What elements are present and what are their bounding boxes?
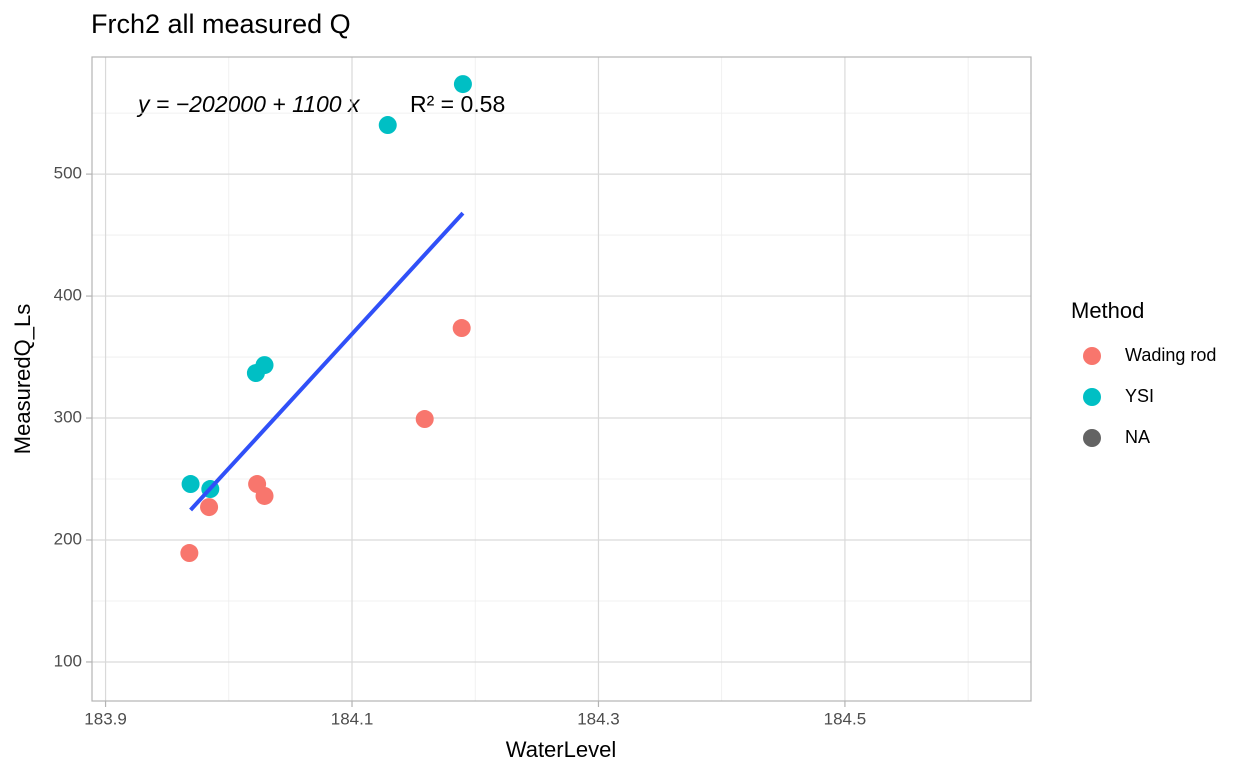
chart-title: Frch2 all measured Q	[91, 9, 351, 39]
y-tick-label: 300	[54, 408, 82, 427]
legend-marker	[1083, 388, 1101, 406]
legend-marker	[1083, 347, 1101, 365]
y-tick-label: 200	[54, 529, 82, 548]
legend-title: Method	[1071, 298, 1144, 323]
point	[255, 356, 274, 375]
x-tick-label: 184.1	[331, 709, 374, 728]
point	[181, 475, 200, 494]
x-axis-label: WaterLevel	[506, 737, 616, 762]
y-tick-label: 100	[54, 651, 82, 670]
y-tick-label: 500	[54, 164, 82, 183]
legend-marker	[1083, 429, 1101, 447]
point	[378, 116, 397, 135]
y-tick-label: 400	[54, 286, 82, 305]
legend-label: NA	[1125, 427, 1150, 447]
legend-label: YSI	[1125, 386, 1154, 406]
point	[200, 498, 219, 517]
point	[180, 544, 199, 563]
x-tick-label: 184.5	[824, 709, 867, 728]
x-tick-label: 183.9	[84, 709, 127, 728]
point	[255, 486, 274, 505]
point	[415, 410, 434, 429]
fit-line	[189, 211, 465, 512]
point	[452, 319, 471, 338]
legend-label: Wading rod	[1125, 345, 1216, 365]
point	[453, 75, 472, 94]
y-axis-label: MeasuredQ_Ls	[10, 304, 35, 454]
panel-border	[91, 56, 1032, 702]
x-tick-label: 184.3	[577, 709, 620, 728]
